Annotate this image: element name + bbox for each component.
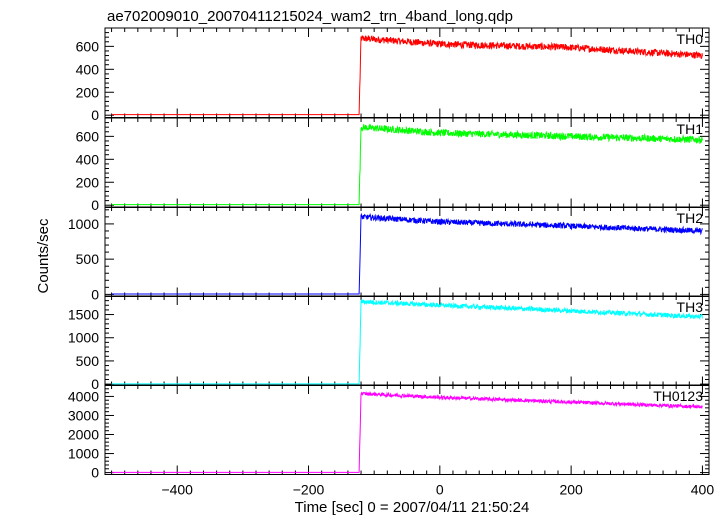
x-axis-label: Time [sec] 0 = 2007/04/11 21:50:24 [295,499,530,516]
y-tick-label: 1000 [68,330,99,346]
y-tick-label: 200 [76,174,100,190]
y-tick-label: 600 [76,38,100,54]
panel-th2: 0 500 1000 TH2 [68,206,710,302]
panel-th0: 0 200 400 600 TH0 [76,27,710,123]
panel-th0123: 0 1000 2000 3000 4000 TH0123 [68,384,710,481]
series-th1-line [111,123,703,206]
y-tick-label: 500 [76,353,100,369]
x-tick-label: 400 [691,482,715,498]
chart-title: ae702009010_20070411215024_wam2_trn_4ban… [107,8,513,25]
y-tick-label: 1500 [68,307,99,323]
x-tick-label: 0 [436,482,444,498]
y-tick-label: 1000 [68,216,99,232]
panels: 0 200 400 600 TH0 0 200 400 600 TH1 0 500 1000 TH2 0 50… [68,27,715,498]
panel-frame [104,384,710,475]
y-axis-label: Counts/sec [35,218,52,294]
x-tick-label: −400 [161,482,193,498]
series-th0-line [111,34,703,116]
panel-label: TH0123 [653,388,703,404]
x-tick-label: 200 [559,482,583,498]
panel-th3: 0 500 1000 1500 TH3 [68,295,710,392]
y-tick-label: 2000 [68,427,99,443]
series-th3-line [111,299,703,385]
panel-label: TH2 [677,210,704,226]
y-tick-label: 0 [91,107,99,123]
y-tick-label: 500 [76,251,100,267]
x-tick-label: −200 [293,482,325,498]
y-tick-label: 0 [91,376,99,392]
y-tick-label: 4000 [68,388,99,404]
y-tick-label: 400 [76,151,100,167]
panel-label: TH0 [677,31,704,47]
panel-th1: 0 200 400 600 TH1 [76,117,710,213]
y-tick-label: 0 [91,197,99,213]
y-tick-label: 400 [76,61,100,77]
y-tick-label: 3000 [68,407,99,423]
y-tick-label: 1000 [68,446,99,462]
series-th0123-line [111,390,703,473]
y-tick-label: 0 [91,286,99,302]
y-tick-label: 0 [91,465,99,481]
y-tick-label: 200 [76,84,100,100]
y-tick-label: 600 [76,128,100,144]
panel-label: TH1 [677,121,704,137]
series-th2-line [111,212,703,295]
panel-label: TH3 [677,299,704,315]
panel-frame [104,295,710,386]
